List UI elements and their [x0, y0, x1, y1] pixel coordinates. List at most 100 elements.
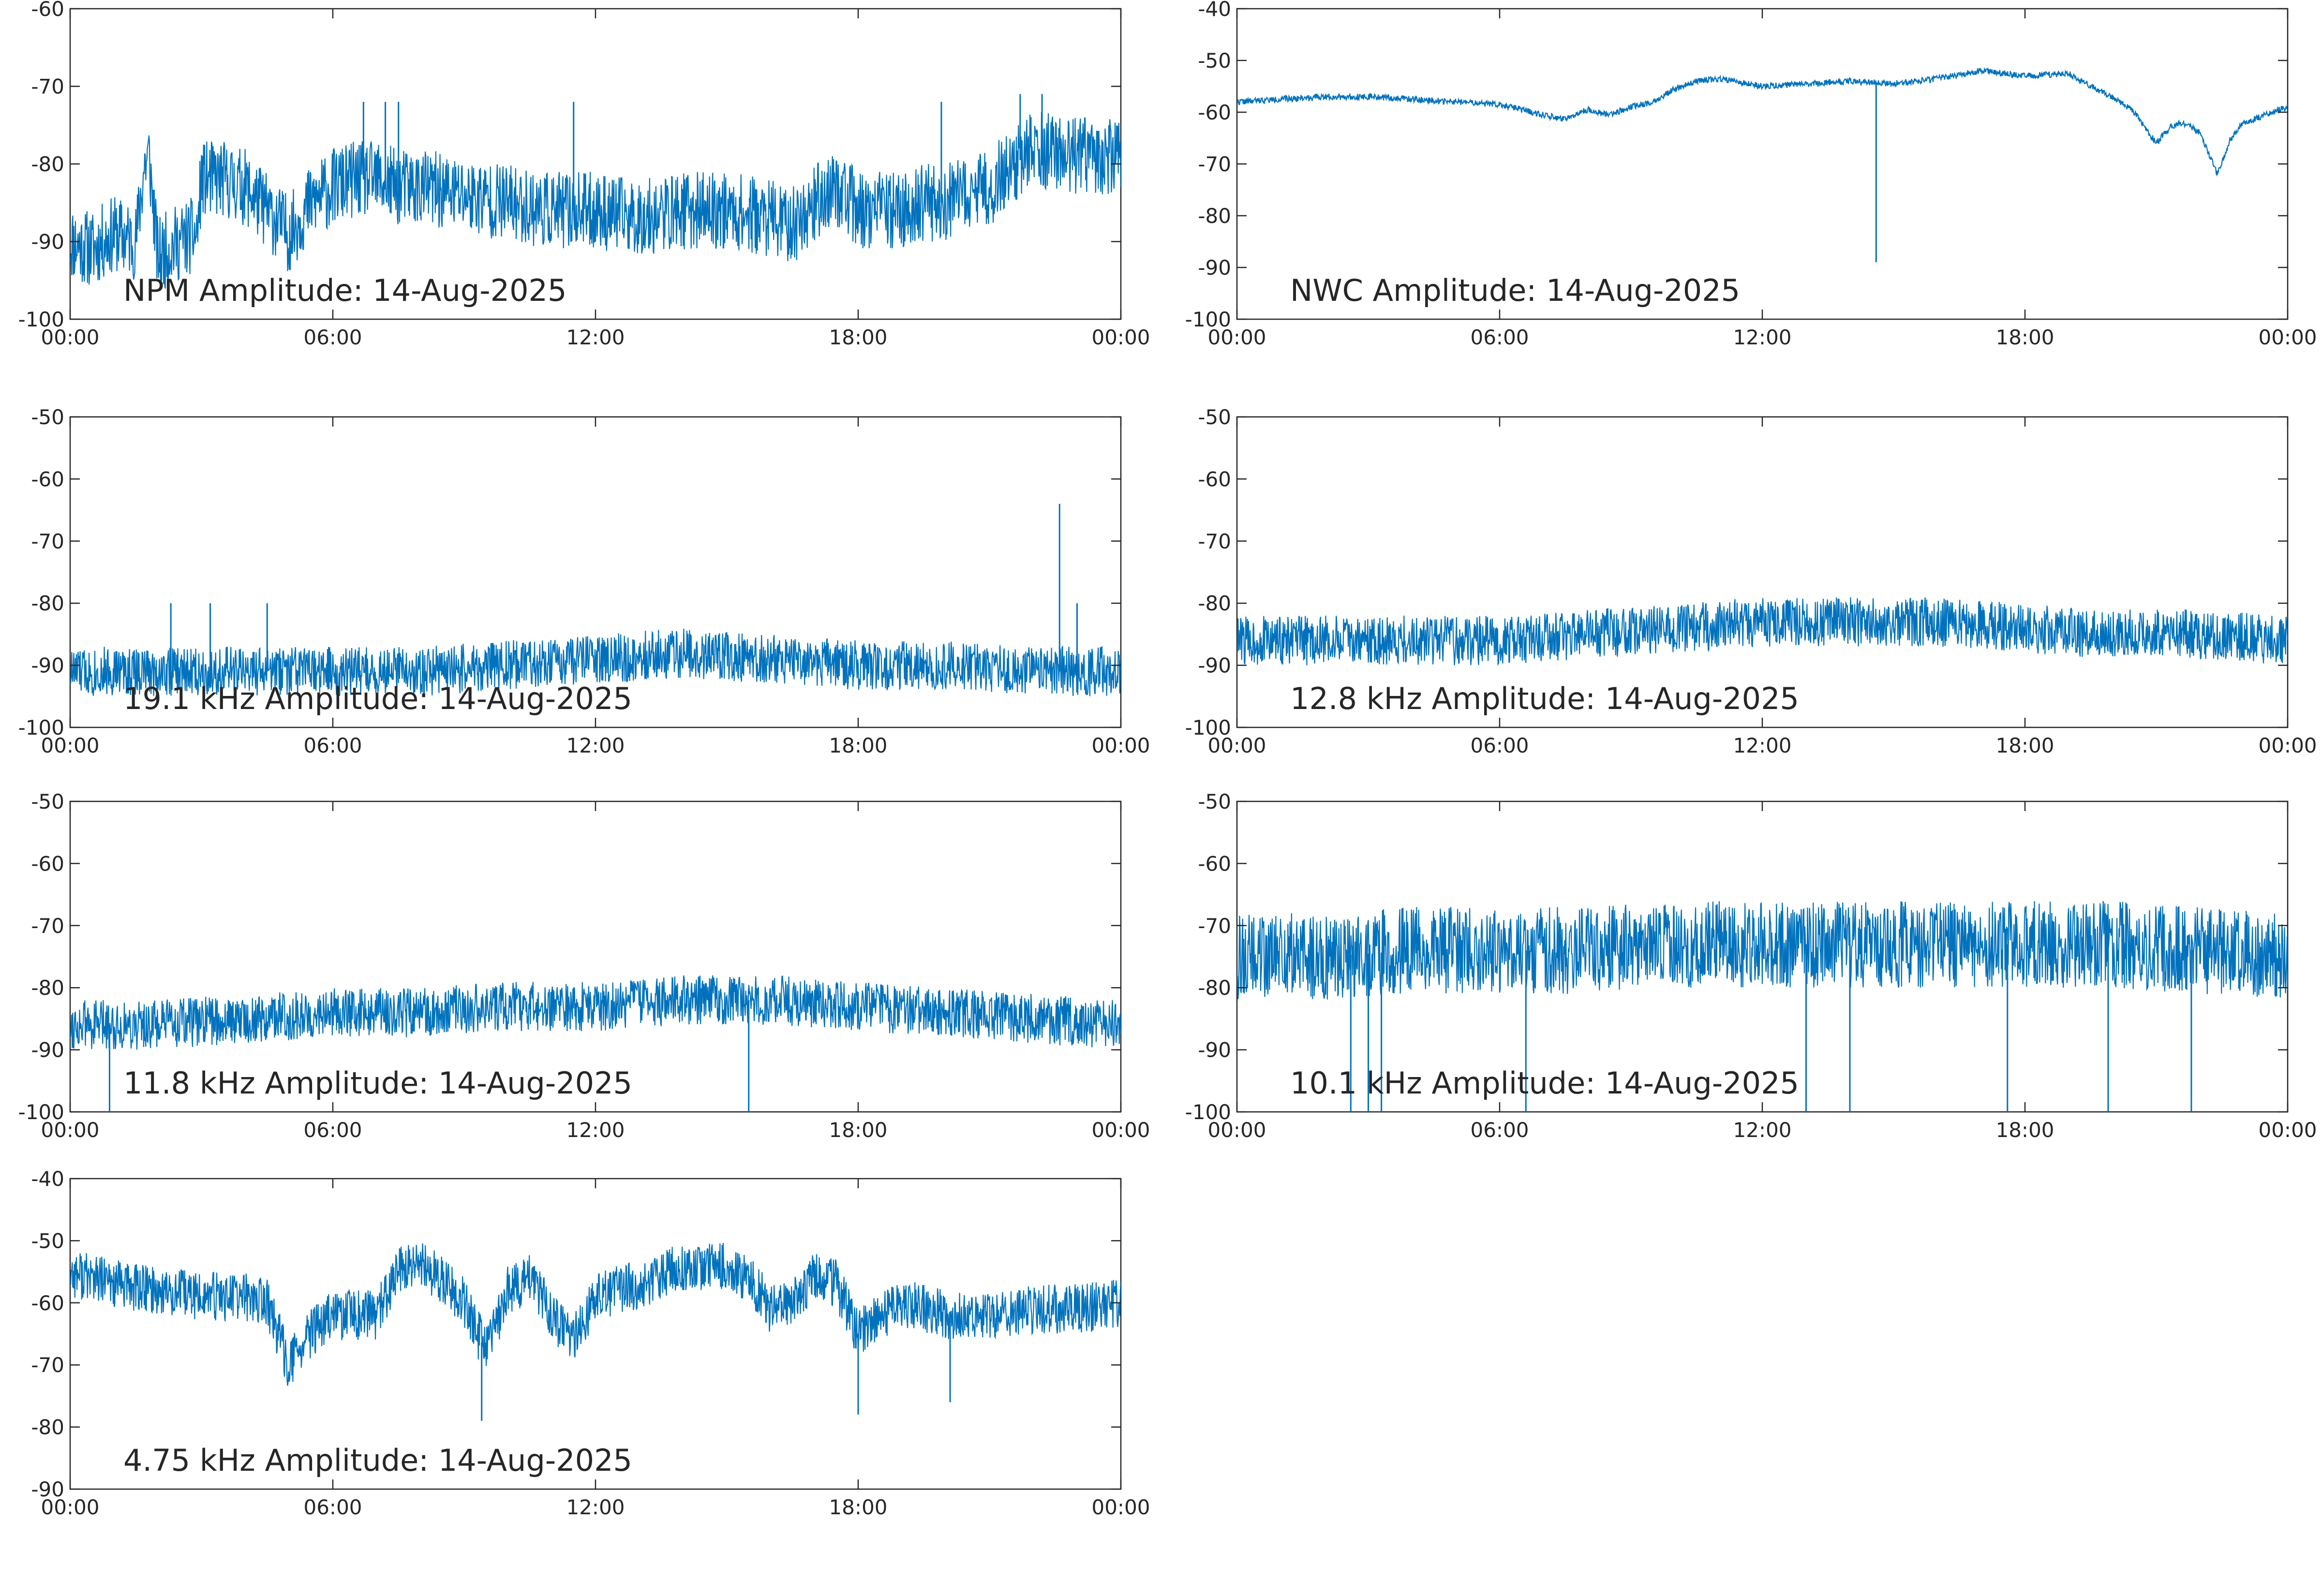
y-tick-label: -80 — [31, 976, 64, 1000]
series-line — [70, 628, 1121, 697]
x-tick-label: 00:00 — [2258, 325, 2317, 349]
y-tick-label: -90 — [31, 1478, 64, 1501]
y-tick-label: -50 — [1198, 790, 1231, 813]
y-tick-label: -80 — [1198, 591, 1231, 615]
y-tick-label: -70 — [1198, 914, 1231, 938]
x-tick-label: 18:00 — [1995, 1118, 2054, 1142]
y-tick-label: -90 — [31, 654, 64, 678]
x-tick-label: 18:00 — [1995, 325, 2054, 349]
chart-panel-3: 00:00 06:00 12:00 18:00 00:00 -50 -60 -70 -80 -90… — [18, 405, 1150, 757]
panel-title: 12.8 kHz Amplitude: 14-Aug-2025 — [1290, 681, 1799, 716]
x-tick-label: 18:00 — [1995, 734, 2054, 757]
chart-panel-1: 00:00 06:00 12:00 18:00 00:00 -60 -70 -80 -90 -10… — [18, 0, 1150, 349]
y-tick-label: -60 — [1198, 852, 1231, 875]
series-line — [1237, 901, 2288, 1000]
x-tick-label: 06:00 — [303, 1118, 362, 1142]
chart-panel-5: 00:00 06:00 12:00 18:00 00:00 -50 -60 -70 -80 -90… — [18, 790, 1150, 1142]
x-tick-label: 18:00 — [829, 325, 887, 349]
y-tick-label: -100 — [18, 1100, 64, 1124]
x-tick-label: 00:00 — [2258, 734, 2317, 757]
series-line — [70, 975, 1121, 1050]
y-tick-label: -50 — [1198, 405, 1231, 429]
plot-area — [1236, 8, 2289, 320]
y-tick-label: -60 — [31, 1291, 64, 1315]
chart-panel-4: 00:00 06:00 12:00 18:00 00:00 -50 -60 -70 -80 -90… — [1185, 405, 2317, 757]
x-tick-label: 06:00 — [1470, 734, 1529, 757]
y-tick-label: -100 — [1185, 716, 1231, 739]
y-tick-label: -100 — [1185, 1100, 1231, 1124]
y-tick-label: -80 — [31, 1416, 64, 1439]
y-tick-label: -70 — [31, 914, 64, 938]
y-tick-label: -70 — [31, 530, 64, 553]
y-tick-label: -60 — [1198, 467, 1231, 491]
x-tick-label: 06:00 — [303, 1495, 362, 1519]
x-tick-label: 12:00 — [1733, 325, 1791, 349]
y-tick-label: -60 — [31, 467, 64, 491]
y-tick-label: -60 — [31, 852, 64, 875]
x-tick-label: 06:00 — [1470, 1118, 1529, 1142]
series-line — [70, 112, 1121, 289]
plot-area — [69, 800, 1122, 1113]
x-tick-label: 12:00 — [566, 325, 625, 349]
y-tick-label: -60 — [1198, 101, 1231, 124]
x-tick-label: 06:00 — [303, 734, 362, 757]
y-tick-label: -80 — [1198, 204, 1231, 228]
y-tick-label: -60 — [31, 0, 64, 21]
x-tick-label: 12:00 — [1733, 734, 1791, 757]
chart-panel-2: 00:00 06:00 12:00 18:00 00:00 -40 -50 -60 -70 -80… — [1185, 0, 2317, 349]
x-tick-label: 06:00 — [1470, 325, 1529, 349]
x-tick-label: 00:00 — [1091, 325, 1150, 349]
panel-title: 11.8 kHz Amplitude: 14-Aug-2025 — [123, 1065, 632, 1101]
series-line — [1237, 67, 2288, 177]
panel-title: 19.1 kHz Amplitude: 14-Aug-2025 — [123, 681, 632, 716]
y-tick-label: -100 — [18, 308, 64, 331]
chart-panel-7: 00:00 06:00 12:00 18:00 00:00 -40 -50 -60 -70 -80… — [31, 1167, 1150, 1519]
y-tick-label: -80 — [31, 152, 64, 176]
x-tick-label: 18:00 — [829, 1495, 887, 1519]
x-tick-label: 00:00 — [1207, 734, 1266, 757]
y-tick-label: -70 — [1198, 530, 1231, 553]
x-tick-label: 06:00 — [303, 325, 362, 349]
x-tick-label: 00:00 — [41, 325, 99, 349]
y-tick-label: -90 — [1198, 654, 1231, 678]
y-tick-label: -50 — [31, 790, 64, 813]
panel-title: 4.75 kHz Amplitude: 14-Aug-2025 — [123, 1443, 632, 1478]
y-tick-label: -50 — [31, 1229, 64, 1253]
x-tick-label: 18:00 — [829, 734, 887, 757]
panel-title: 10.1 kHz Amplitude: 14-Aug-2025 — [1290, 1065, 1799, 1101]
x-tick-label: 00:00 — [41, 734, 99, 757]
y-tick-label: -70 — [31, 75, 64, 99]
y-tick-label: -50 — [31, 405, 64, 429]
y-tick-label: -40 — [1198, 0, 1231, 21]
x-tick-label: 00:00 — [1091, 1495, 1150, 1519]
plot-area — [1236, 416, 2289, 728]
x-tick-label: 00:00 — [1091, 734, 1150, 757]
chart-panel-6: 00:00 06:00 12:00 18:00 00:00 -50 -60 -70 -80 -90… — [1185, 790, 2317, 1142]
y-tick-label: -90 — [31, 230, 64, 254]
x-tick-label: 12:00 — [1733, 1118, 1791, 1142]
panel-title: NWC Amplitude: 14-Aug-2025 — [1290, 273, 1740, 308]
x-tick-label: 18:00 — [829, 1118, 887, 1142]
x-tick-label: 12:00 — [566, 1495, 625, 1519]
series-line — [1237, 597, 2288, 666]
x-tick-label: 12:00 — [566, 734, 625, 757]
panel-title: NPM Amplitude: 14-Aug-2025 — [123, 273, 566, 308]
x-tick-label: 00:00 — [2258, 1118, 2317, 1142]
y-tick-label: -90 — [1198, 256, 1231, 280]
x-tick-label: 12:00 — [566, 1118, 625, 1142]
x-tick-label: 00:00 — [1207, 1118, 1266, 1142]
y-tick-label: -40 — [31, 1167, 64, 1191]
x-tick-label: 00:00 — [41, 1118, 99, 1142]
y-tick-label: -90 — [31, 1038, 64, 1062]
y-tick-label: -70 — [31, 1353, 64, 1377]
x-tick-label: 00:00 — [1207, 325, 1266, 349]
y-tick-label: -70 — [1198, 152, 1231, 176]
y-tick-label: -50 — [1198, 49, 1231, 73]
y-tick-label: -80 — [1198, 976, 1231, 1000]
x-tick-label: 00:00 — [1091, 1118, 1150, 1142]
y-tick-label: -80 — [31, 591, 64, 615]
y-tick-label: -100 — [18, 716, 64, 739]
series-line — [70, 1242, 1121, 1386]
y-tick-label: -90 — [1198, 1038, 1231, 1062]
